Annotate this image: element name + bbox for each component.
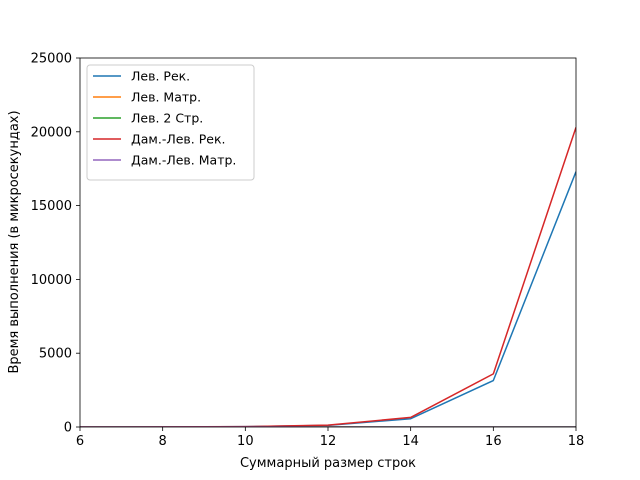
x-tick-label: 12 (320, 434, 337, 449)
x-tick-label: 8 (159, 434, 167, 449)
y-tick-label: 25000 (31, 52, 72, 67)
y-axis-ticks: 0 5000 10000 15000 20000 25000 (31, 52, 80, 436)
x-tick-label: 6 (76, 434, 84, 449)
x-tick-label: 10 (237, 434, 254, 449)
y-axis-label: Время выполнения (в микросекундах) (7, 110, 22, 373)
y-tick-label: 20000 (31, 125, 72, 140)
x-axis-label: Суммарный размер строк (240, 456, 416, 471)
x-tick-label: 18 (568, 434, 585, 449)
x-tick-label: 16 (485, 434, 502, 449)
x-tick-label: 14 (402, 434, 419, 449)
y-tick-label: 10000 (31, 273, 72, 288)
legend-entry: Лев. Матр. (131, 90, 201, 105)
legend-entry: Лев. Рек. (131, 69, 190, 84)
y-tick-label: 0 (64, 421, 72, 436)
legend-entry: Дам.-Лев. Рек. (131, 132, 226, 147)
y-tick-label: 15000 (31, 199, 72, 214)
plot-area (79, 57, 577, 428)
legend-entry: Лев. 2 Стр. (131, 111, 203, 126)
series-line-1 (80, 171, 576, 427)
legend-box (86, 64, 255, 181)
y-tick-label: 5000 (39, 347, 72, 362)
legend: Лев. Рек. Лев. Матр. Лев. 2 Стр. Дам.-Лев. … (86, 64, 255, 181)
x-axis-ticks: 6 8 10 12 14 16 18 (76, 427, 584, 449)
legend-entry: Дам.-Лев. Матр. (131, 153, 236, 168)
